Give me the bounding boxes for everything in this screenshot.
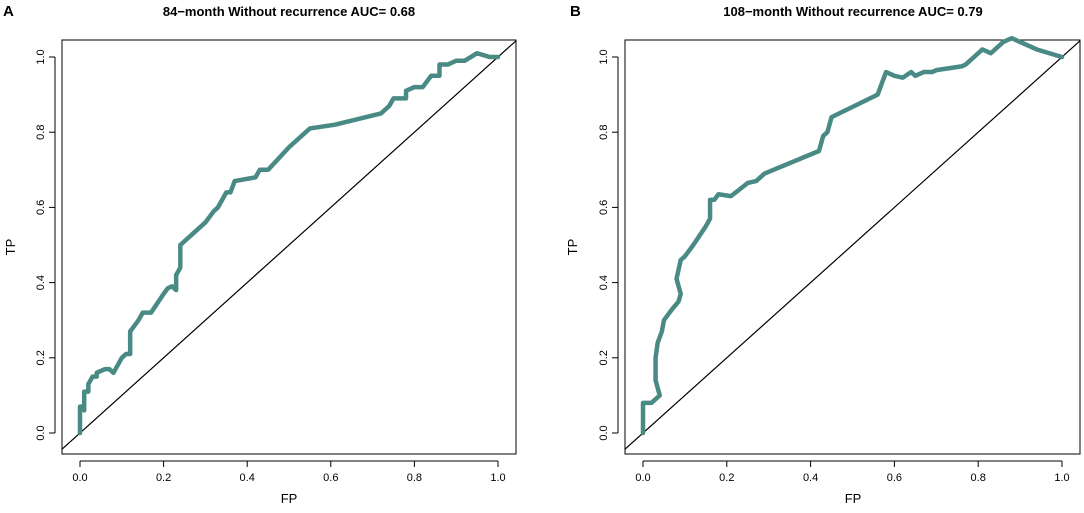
panel-a-y-tick-label: 0.8 [35,125,47,140]
panel-a-x-tick-label: 0.2 [156,472,171,484]
panel-a-label: A [3,3,14,20]
panel-b-roc-curve [640,35,1065,436]
panel-b-x-tick-label: 0.8 [971,472,986,484]
panel-b-reference-line [624,40,1081,450]
panel-a-title: 84−month Without recurrence AUC= 0.68 [163,4,415,19]
panel-a-y-axis-label: TP [3,239,18,256]
panel-b-plot-frame [624,39,1081,455]
panel-a-plot-frame [61,39,517,455]
panel-a-x-tick-label: 1.0 [490,472,505,484]
panel-a-x-tick-label: 0.8 [407,472,422,484]
panel-b-y-tick-label: 0.8 [598,125,610,140]
panel-a-x-tick-label: 0.4 [240,472,255,484]
panel-b-y-tick-label: 0.6 [598,200,610,215]
panel-b-x-tick-label: 1.0 [1054,472,1069,484]
panel-b-x-tick-label: 0.2 [719,472,734,484]
panel-a-x-tick-label: 0.6 [323,472,338,484]
panel-b-title: 108−month Without recurrence AUC= 0.79 [723,4,982,19]
panel-a-roc-curve [77,50,501,436]
panel-a-y-tick-label: 0.6 [35,200,47,215]
panel-a-x-tick-label: 0.0 [72,472,87,484]
panel-b-y-tick-label: 0.2 [598,350,610,365]
panel-b-y-tick-label: 0.4 [598,275,610,290]
panel-a-y-tick-label: 0.0 [35,425,47,440]
panel-a-x-axis-label: FP [281,491,298,506]
panel-b-y-axis-label: TP [565,239,580,256]
panel-a-y-tick-label: 0.2 [35,350,47,365]
panel-b: B 108−month Without recurrence AUC= 0.79… [565,3,1081,506]
panel-a-reference-line [61,40,517,450]
panel-b-y-tick-label: 0.0 [598,425,610,440]
panel-b-x-tick-label: 0.4 [803,472,818,484]
panel-b-x-tick-label: 0.0 [635,472,650,484]
panel-a: A 84−month Without recurrence AUC= 0.68 … [3,3,517,506]
panel-b-label: B [570,3,581,20]
panel-a-y-tick-label: 0.4 [35,275,47,290]
panel-b-x-tick-label: 0.6 [887,472,902,484]
panel-a-y-tick-label: 1.0 [35,49,47,64]
panel-b-x-axis-label: FP [845,491,862,506]
panel-b-y-tick-label: 1.0 [598,49,610,64]
